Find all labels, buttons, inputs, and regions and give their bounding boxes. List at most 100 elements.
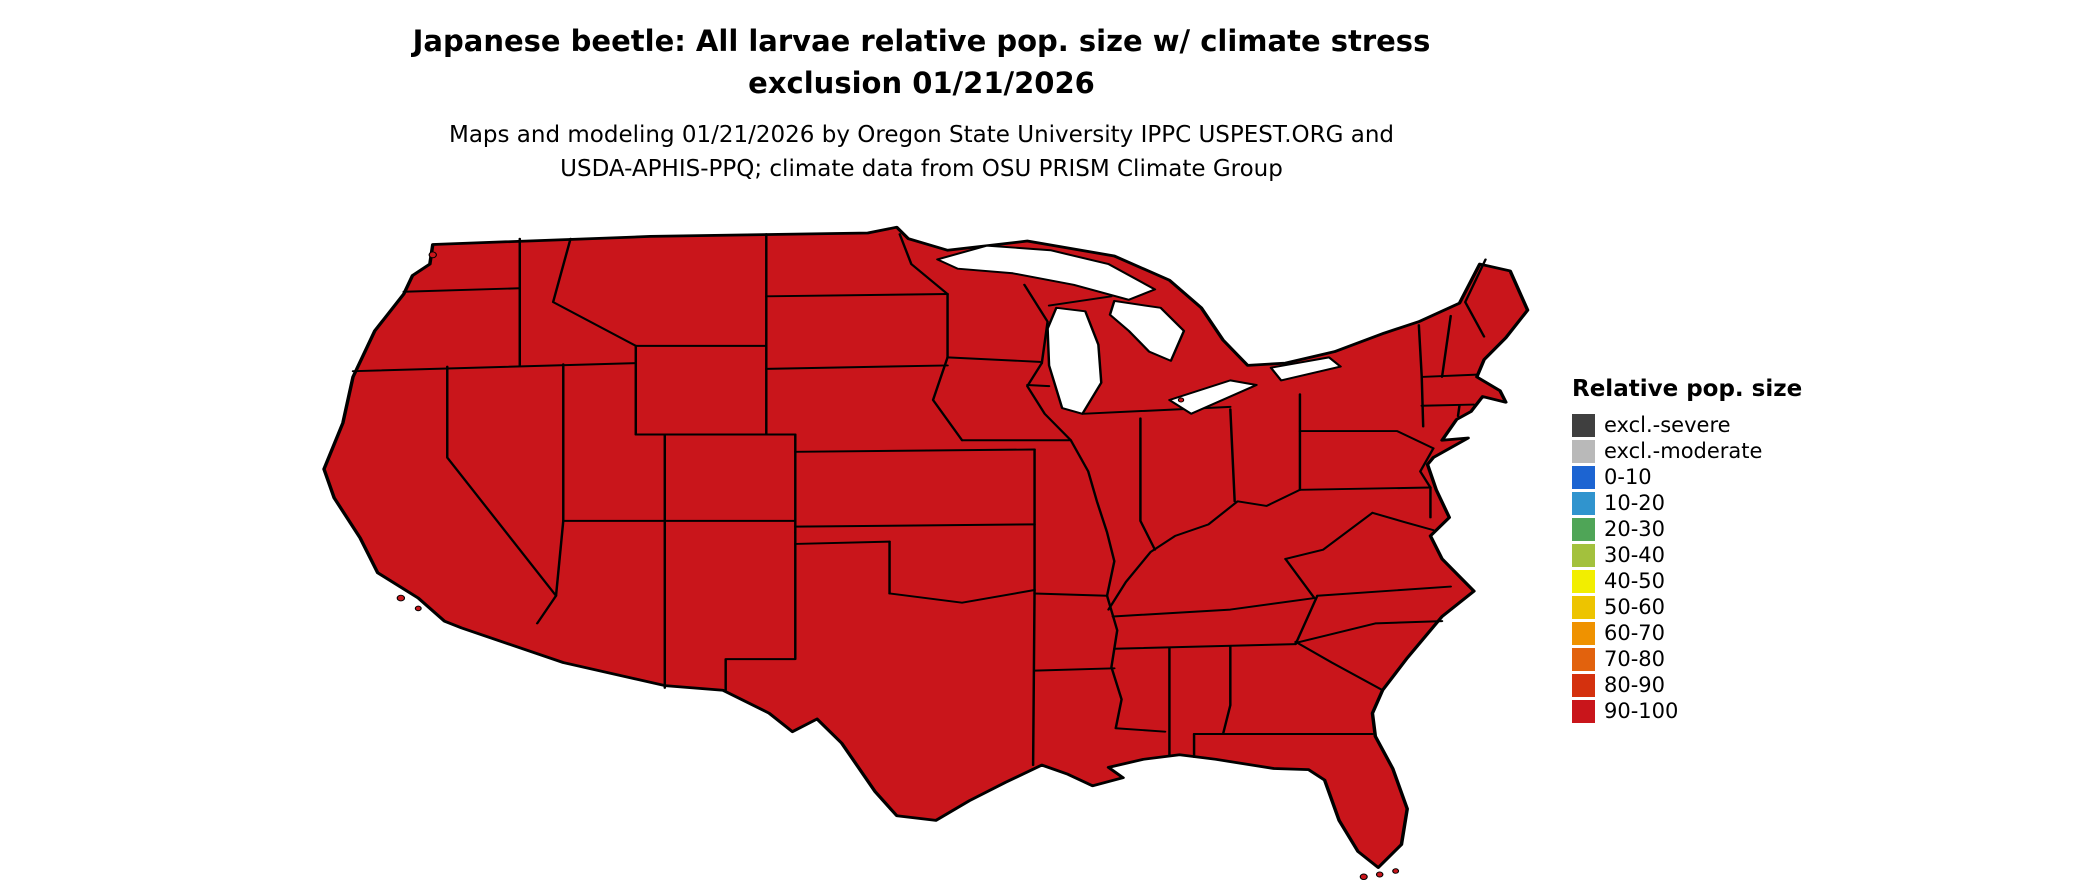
- legend-item-label: 10-20: [1604, 491, 1666, 515]
- state-border-nc-sc: [1294, 620, 1444, 644]
- channel-island-1: [396, 594, 406, 602]
- state-border-pa-nj: [1419, 447, 1435, 489]
- state-border-ar-la: [1033, 667, 1116, 672]
- state-border-potomac: [1371, 511, 1435, 532]
- legend-item: 20-30: [1572, 518, 1892, 541]
- page-subtitle: Maps and modeling 01/21/2026 by Oregon S…: [0, 118, 1843, 186]
- legend-item: 50-60: [1572, 596, 1892, 619]
- state-border-wi-mi: [1047, 295, 1113, 307]
- legend-item-label: 50-60: [1604, 595, 1666, 619]
- state-border-mn-ia: [946, 356, 1044, 363]
- legend-swatch: [1572, 414, 1595, 437]
- state-border-mt-id: [551, 237, 638, 347]
- subtitle-line-2: USDA-APHIS-PPQ; climate data from OSU PR…: [560, 156, 1283, 182]
- channel-island-2: [414, 605, 422, 612]
- legend-item: excl.-moderate: [1572, 440, 1892, 463]
- state-border-ne-ks: [794, 448, 1036, 453]
- state-border-va-nc: [1316, 585, 1452, 597]
- legend-title: Relative pop. size: [1572, 376, 1803, 402]
- state-border-ma-south: [1420, 403, 1476, 407]
- state-border-ny-vt: [1417, 324, 1423, 378]
- legend-swatch: [1572, 674, 1595, 697]
- state-border-il-in: [1139, 417, 1157, 551]
- state-border-35n: [1113, 643, 1297, 650]
- state-border-ct-ri: [1456, 404, 1461, 418]
- florida-key-2: [1375, 871, 1384, 878]
- state-border-wv-va: [1284, 511, 1374, 560]
- state-border-tn-nc: [1294, 594, 1319, 646]
- legend-item: 70-80: [1572, 648, 1892, 671]
- state-border-mississippi-river: [1026, 362, 1123, 730]
- state-border-red-river: [888, 589, 1036, 604]
- state-border-mn-nd: [898, 233, 949, 295]
- legend-item-label: 80-90: [1604, 673, 1666, 697]
- legend-item: 30-40: [1572, 544, 1892, 567]
- legend-item: 90-100: [1572, 700, 1892, 723]
- legend-swatch: [1572, 544, 1595, 567]
- legend-item-label: 0-10: [1604, 465, 1652, 489]
- state-border-ny-pa: [1298, 430, 1435, 450]
- lake-erie: [1168, 379, 1258, 415]
- legend-item: 80-90: [1572, 674, 1892, 697]
- legend-item-label: 90-100: [1604, 699, 1679, 723]
- state-border-mason-dixon: [1298, 486, 1432, 491]
- legend-swatch: [1572, 596, 1595, 619]
- legend-swatch: [1572, 622, 1595, 645]
- state-border-al-ga: [1221, 645, 1232, 735]
- great-lakes: [936, 244, 1342, 415]
- legend-item-label: excl.-moderate: [1604, 439, 1763, 463]
- state-border-in-oh: [1229, 408, 1236, 503]
- state-border-ky-tn: [1111, 597, 1316, 618]
- us-landmass: [322, 225, 1530, 869]
- state-border-ny-east: [1420, 375, 1425, 428]
- legend-swatch: [1572, 466, 1595, 489]
- lake-superior: [936, 244, 1157, 301]
- state-border-ca-east: [446, 365, 558, 625]
- legend-item: excl.-severe: [1572, 414, 1892, 437]
- map-legend: Relative pop. size excl.-severe excl.-mod…: [1572, 376, 1892, 726]
- legend-item: 10-20: [1572, 492, 1892, 515]
- state-border-vt-nh: [1440, 314, 1452, 378]
- lake-ontario: [1269, 356, 1342, 382]
- subtitle-line-1: Maps and modeling 01/21/2026 by Oregon S…: [448, 122, 1395, 148]
- florida-key-3: [1392, 868, 1400, 874]
- state-border-ky-va: [1284, 557, 1316, 600]
- lake-michigan: [1046, 306, 1103, 415]
- us-choropleth-map: [295, 218, 1545, 886]
- legend-swatch: [1572, 700, 1595, 723]
- state-border-la-ms: [1114, 727, 1167, 733]
- state-border-nv-az: [554, 519, 565, 597]
- state-border-nd-sd: [765, 293, 949, 298]
- san-juan-islands: [428, 251, 437, 259]
- state-border-mn-wi: [1023, 283, 1049, 365]
- state-border-ia-west: [931, 356, 964, 442]
- legend-item-label: 60-70: [1604, 621, 1666, 645]
- page-title: Japanese beetle: All larvae relative pop…: [0, 20, 1843, 104]
- title-line-1: Japanese beetle: All larvae relative pop…: [412, 24, 1431, 58]
- legend-swatch: [1572, 492, 1595, 515]
- legend-items: excl.-severe excl.-moderate 0-10 10-20 20-30…: [1572, 414, 1892, 723]
- state-border-ok-panhandle: [794, 540, 891, 545]
- legend-item-label: 20-30: [1604, 517, 1666, 541]
- legend-swatch: [1572, 440, 1595, 463]
- state-border-ohio-river: [1107, 488, 1302, 611]
- lake-huron: [1108, 299, 1186, 362]
- state-border-wi-il: [1026, 384, 1051, 388]
- state-boundaries: [351, 233, 1487, 767]
- legend-swatch: [1572, 648, 1595, 671]
- title-line-2: exclusion 01/21/2026: [748, 66, 1095, 100]
- state-border-mo-ar: [1033, 592, 1109, 597]
- state-border-ks-ok: [794, 523, 1036, 528]
- legend-item: 40-50: [1572, 570, 1892, 593]
- florida-key-1: [1359, 873, 1368, 881]
- state-border-ga-sc: [1294, 640, 1384, 692]
- state-border-sd-ne: [765, 364, 949, 370]
- state-border-wa-or: [402, 287, 522, 293]
- conus-map-svg: [322, 225, 1530, 881]
- legend-swatch: [1572, 518, 1595, 541]
- legend-swatch: [1572, 570, 1595, 593]
- state-border-ma-north: [1420, 373, 1479, 378]
- legend-item: 0-10: [1572, 466, 1892, 489]
- legend-item-label: excl.-severe: [1604, 413, 1731, 437]
